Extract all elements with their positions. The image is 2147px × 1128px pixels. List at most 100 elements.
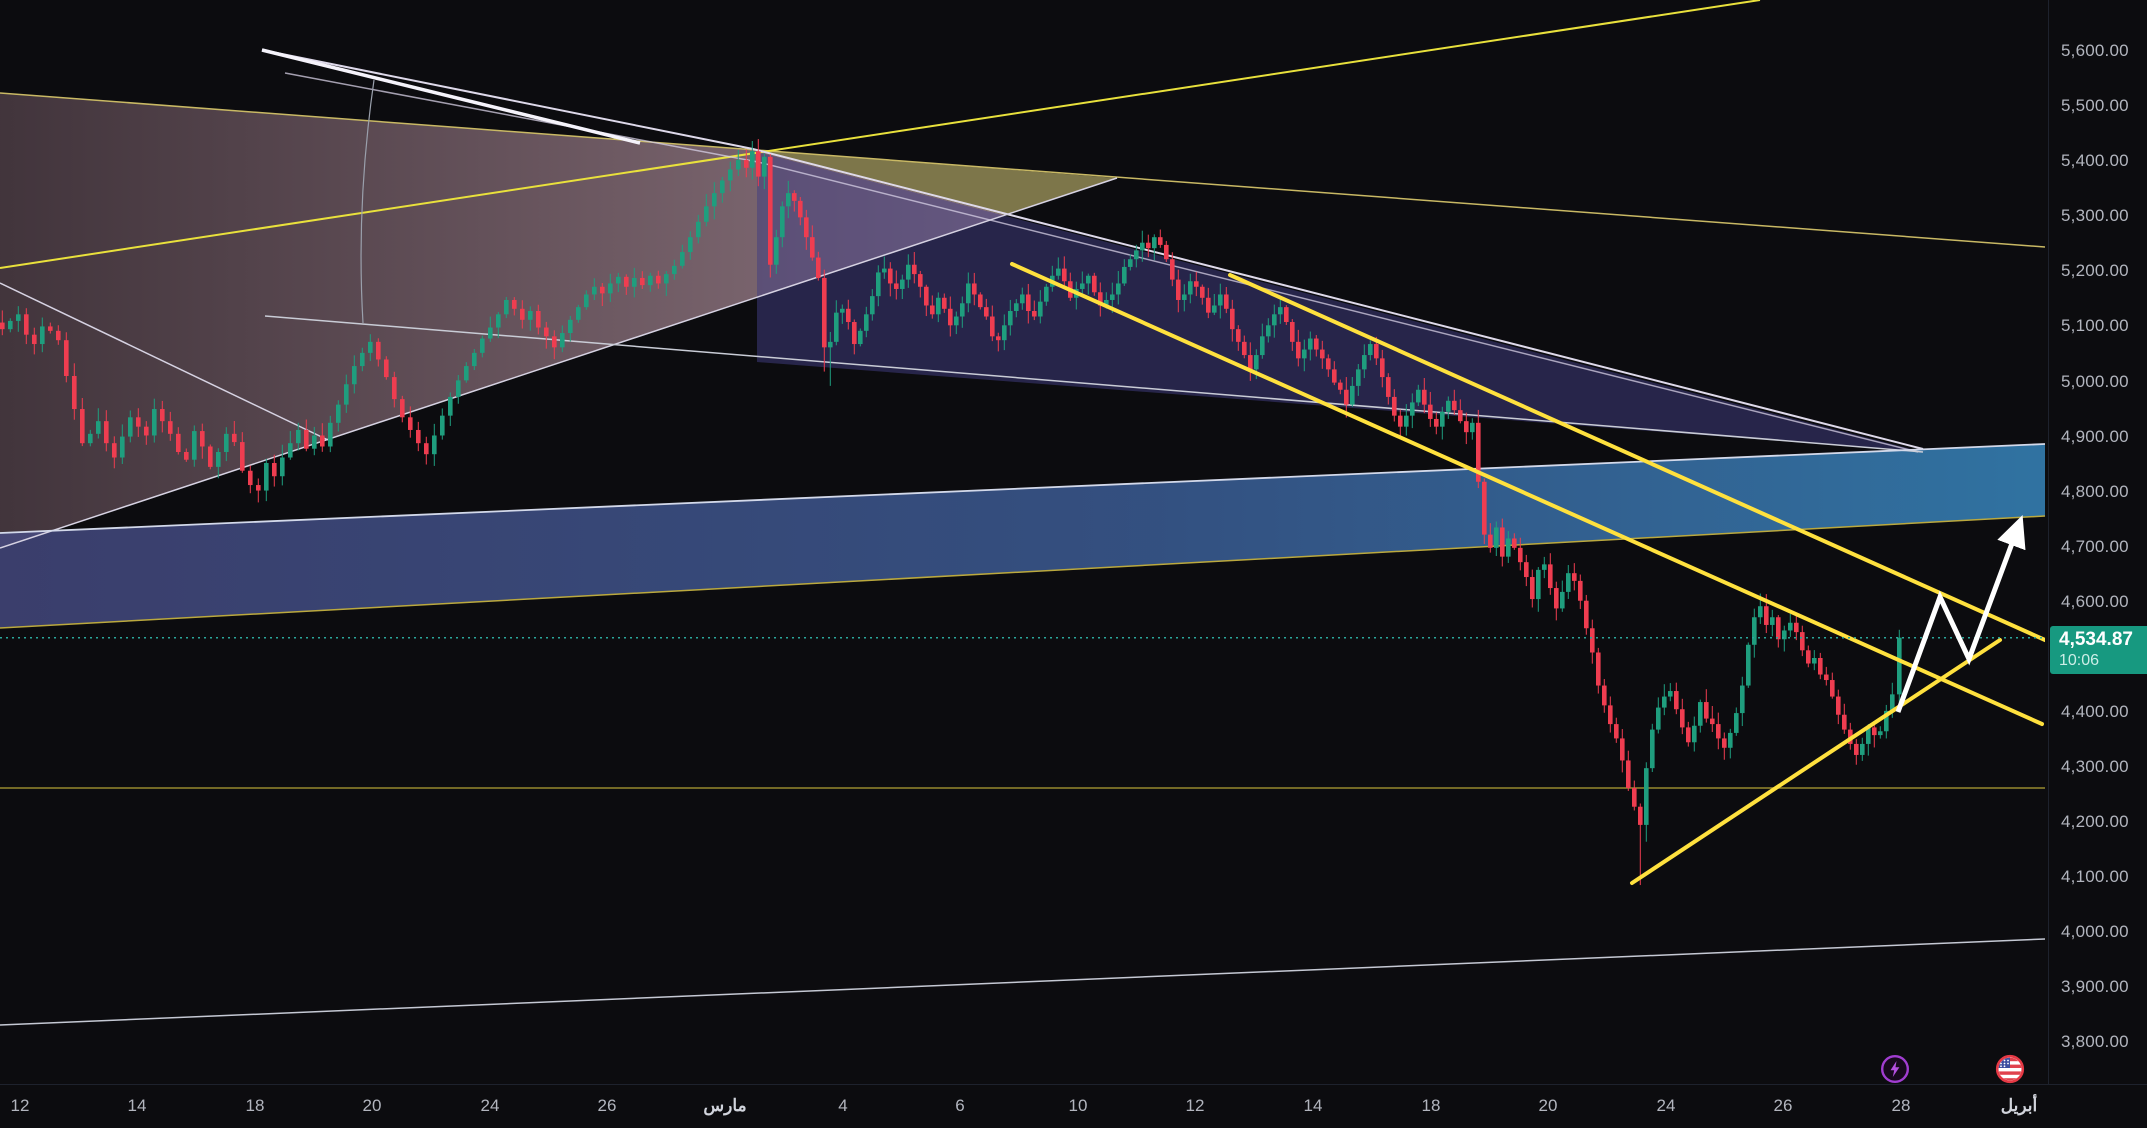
candle [352,355,357,394]
candle [1146,234,1151,258]
candle [822,269,827,372]
chart-plot-area[interactable] [0,0,2045,1084]
tan-trendline[interactable] [0,92,2045,248]
candle [834,300,839,346]
candle [400,395,405,423]
price-tick: 4,100.00 [2061,867,2129,887]
price-tick: 4,600.00 [2061,591,2129,611]
candle [846,299,851,330]
candle [1512,533,1517,550]
candle [1020,287,1025,310]
candle [1380,349,1385,388]
candle [640,271,645,289]
candle [264,458,269,502]
candle [1584,594,1589,635]
candle [320,423,325,452]
candle [1536,567,1541,612]
trendlines-under [0,0,2045,1026]
white-channel-bottom-line[interactable] [264,315,1924,453]
white-rising-trendline[interactable] [0,177,1118,549]
price-axis[interactable]: 4,534.87 10:06 5,600.00 5,500.00 5,400.00 5… [2048,0,2147,1084]
candle [24,308,29,345]
candle [1566,565,1571,599]
candle [80,398,85,447]
candle [1428,391,1433,427]
white-projection-arrow[interactable] [1895,515,2026,713]
candle [176,427,181,455]
candle [1350,377,1355,407]
candle [136,408,141,437]
candle [1602,679,1607,713]
candle [1122,259,1127,286]
olive-triangle-fill[interactable] [753,150,1117,215]
candle [48,322,53,334]
white-steep-trendline[interactable] [0,282,329,441]
candle [1224,286,1229,314]
candle [1482,478,1487,545]
candle [288,431,293,460]
band-top-border[interactable] [0,443,2045,534]
pink-wedge-fill[interactable] [0,93,1005,548]
candle [1548,553,1553,595]
candle [1878,726,1883,739]
candle [936,292,941,323]
time-tick: 20 [1538,1096,1558,1115]
candle [120,424,125,464]
candle [1470,418,1475,440]
candle [0,310,5,336]
candle [168,411,173,441]
candle [440,408,445,440]
candle [8,318,13,333]
candle [272,454,277,487]
thin-vertical-curve[interactable] [360,79,375,324]
band-bottom-border[interactable] [0,515,2045,629]
bottom-white-trendline[interactable] [0,938,2045,1026]
price-tick: 4,300.00 [2061,757,2129,777]
candle [144,421,149,445]
candle [312,426,317,456]
candle [1248,342,1253,381]
candle [576,304,581,323]
us-flag-event-icon[interactable] [1995,1054,2025,1084]
candle [664,271,669,296]
candle [1014,299,1019,318]
navy-wedge-fill[interactable] [757,152,1923,452]
white-bright-segment[interactable] [261,48,641,145]
price-tick: 5,300.00 [2061,206,2129,226]
candle [624,274,629,295]
candle [1188,273,1193,304]
yellow-rising-trendline[interactable] [0,0,1761,269]
yellow-channel-line-2[interactable] [1010,262,2044,726]
yellow-channel-line-1[interactable] [1228,273,2045,642]
candle [1500,518,1505,567]
candle [1140,230,1145,262]
time-axis[interactable]: 12 14 18 20 24 26 مارس 4 6 10 12 14 18 20 24 26 28 أبريل [0,1054,2147,1128]
candle [384,356,389,380]
candle [1356,364,1361,396]
candle [1897,629,1902,703]
lightning-event-icon[interactable] [1880,1054,1910,1084]
current-price-label: 4,534.87 10:06 [2050,625,2147,674]
yellow-support-line[interactable] [1630,638,2002,885]
candle [112,436,117,469]
white-wedge-line-upper[interactable] [261,49,1924,450]
candle [1422,378,1427,414]
candle [1854,739,1859,765]
candle [1752,608,1757,658]
candle [1626,750,1631,791]
price-tick: 4,800.00 [2061,481,2129,501]
candle [160,400,165,433]
candle [786,180,791,219]
candle [336,400,341,432]
candle [1158,229,1163,248]
time-tick: 24 [480,1096,500,1115]
candle [1242,335,1247,359]
candle [232,420,237,447]
candle [512,297,517,316]
candle [1674,682,1679,715]
candle [456,374,461,404]
current-price-value: 4,534.87 [2059,628,2133,650]
blue-band-fill[interactable] [0,444,2045,628]
candle [1860,737,1865,761]
